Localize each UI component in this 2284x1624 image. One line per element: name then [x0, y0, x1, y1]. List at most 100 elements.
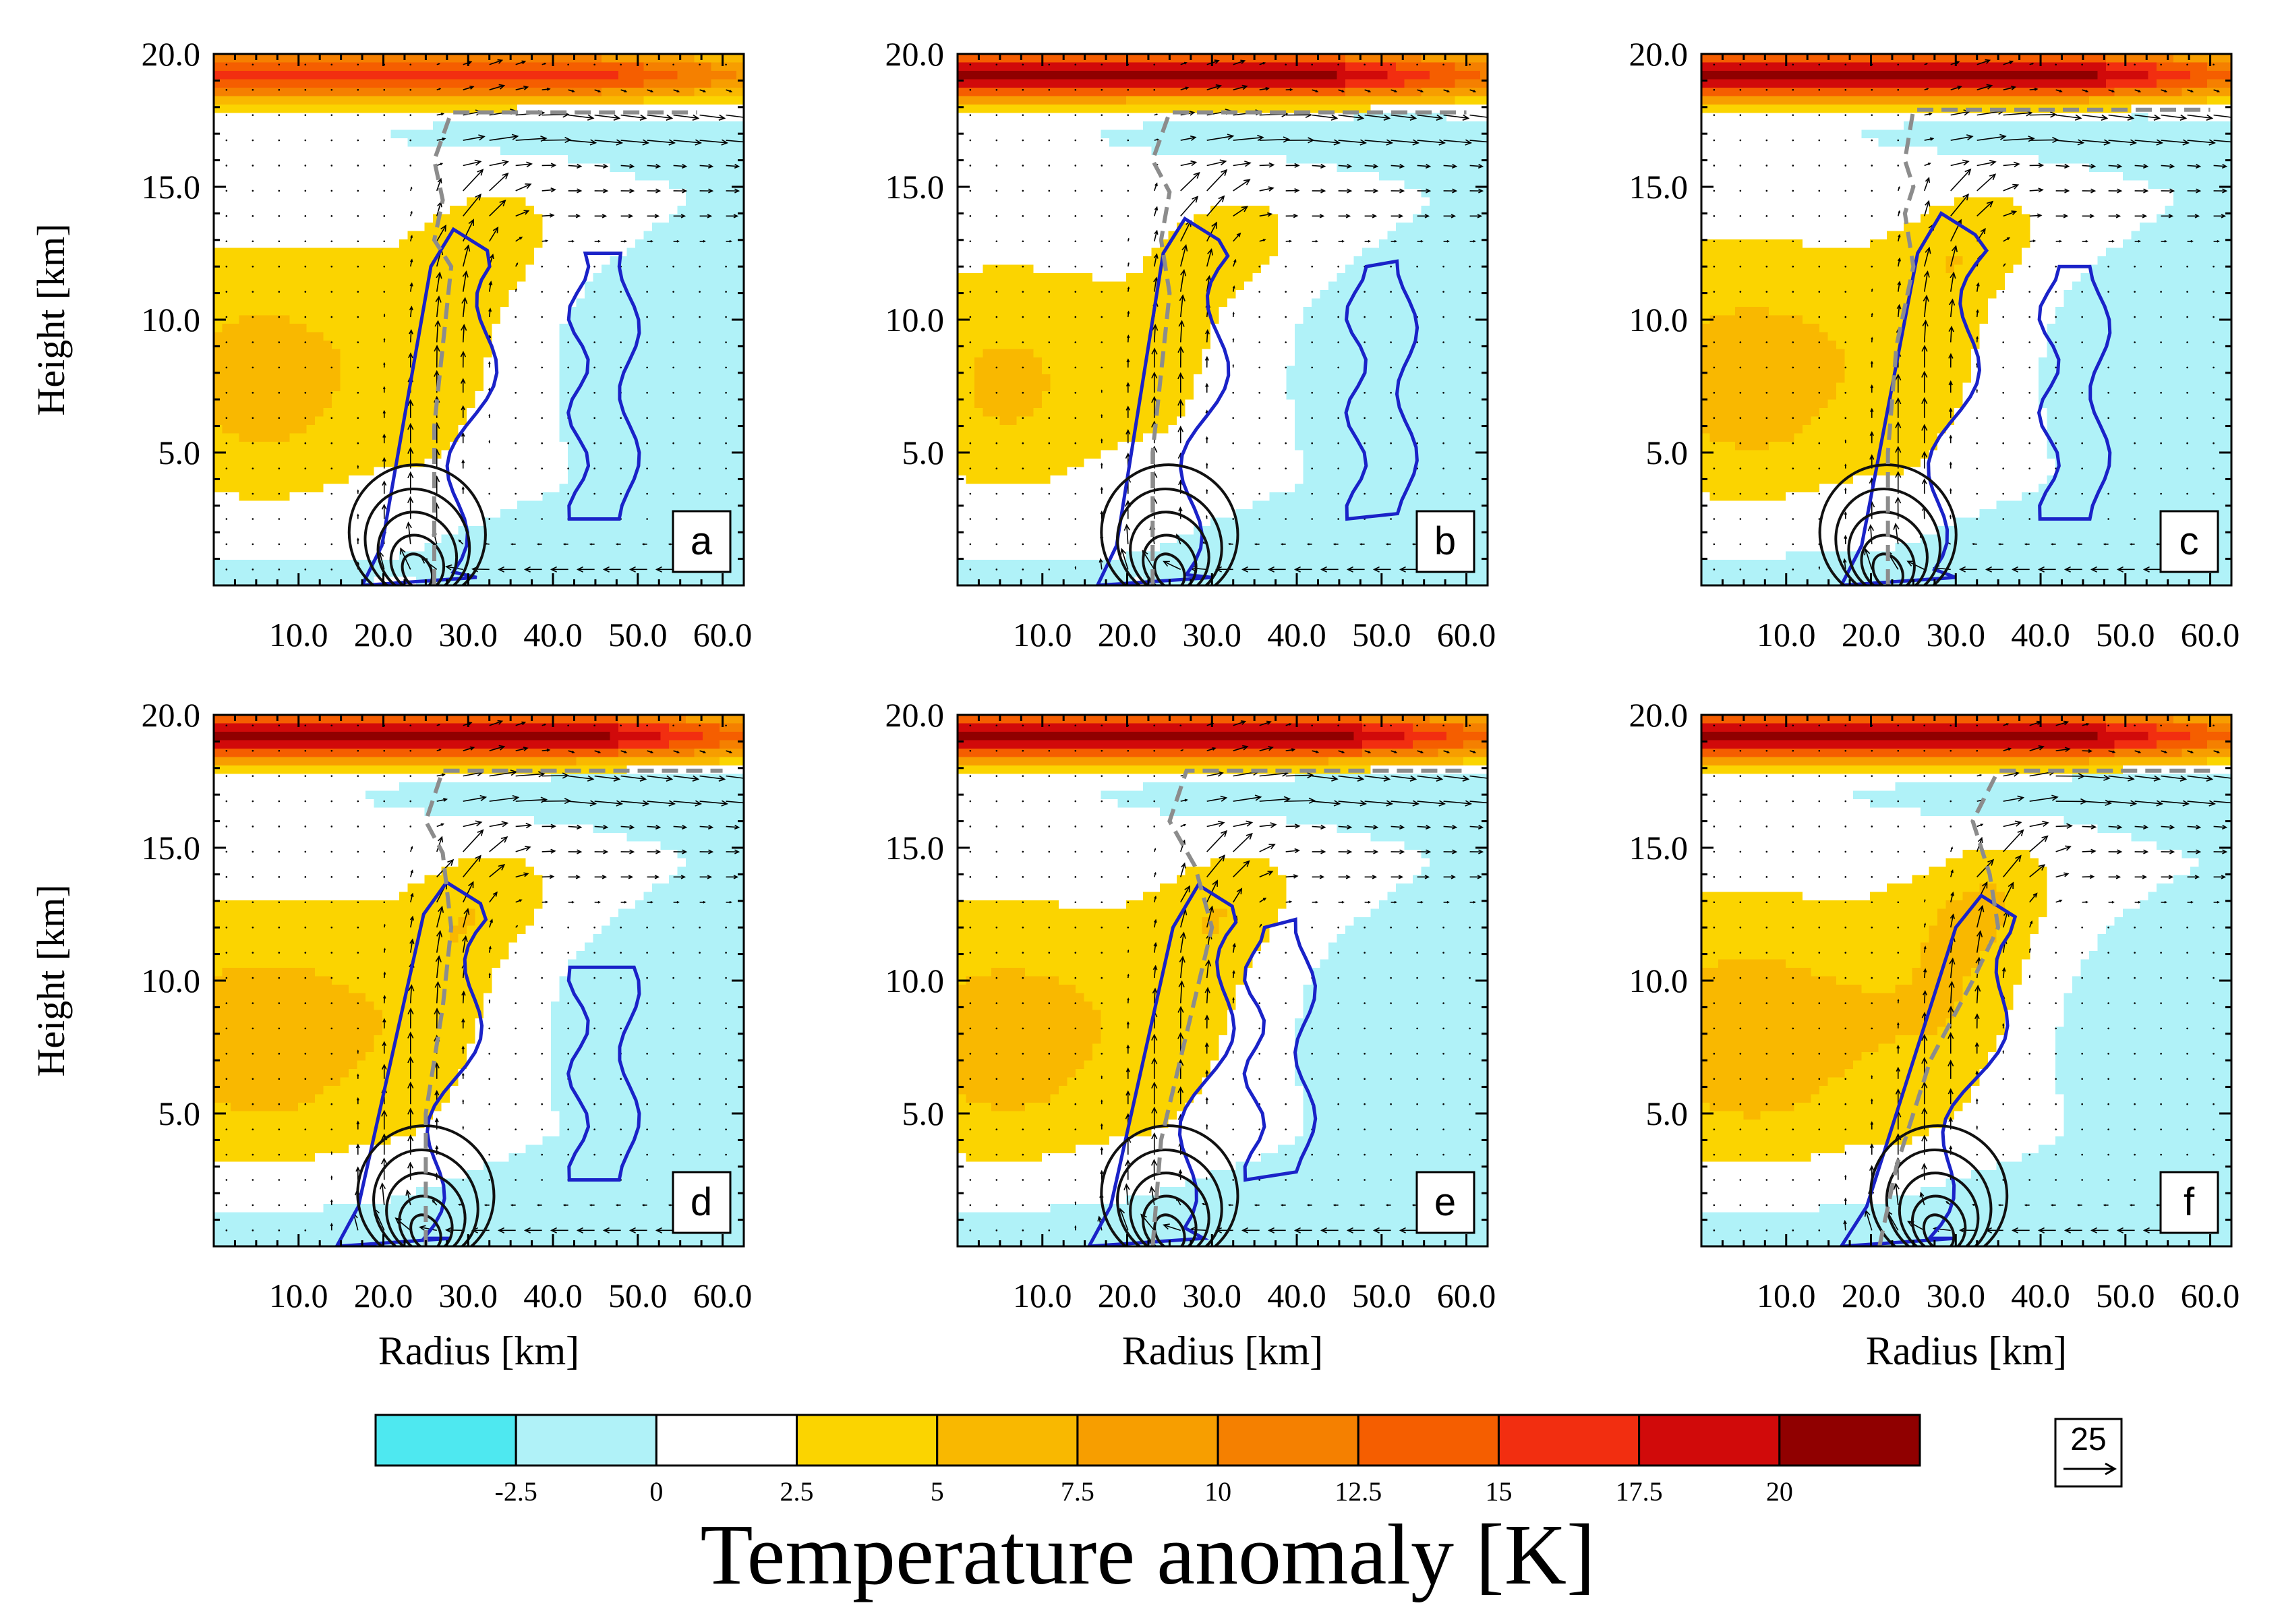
x-tick-label: 40.0 — [1267, 1277, 1326, 1314]
reference-vector-arrowhead — [2105, 1462, 2117, 1476]
x-tick-label: 50.0 — [2096, 1277, 2155, 1314]
inflow-contour-1 — [1116, 487, 1223, 585]
colorbar-tick-label: 7.5 — [1061, 1476, 1094, 1507]
inflow-contour-2 — [376, 511, 459, 585]
colorbar-swatch — [1076, 1414, 1219, 1467]
panel-plot-area — [214, 54, 744, 585]
y-tick-label: 15.0 — [1629, 168, 1689, 206]
x-tick-label: 30.0 — [439, 1277, 498, 1314]
y-tick-label: 10.0 — [1629, 962, 1689, 999]
ticks — [1700, 53, 2233, 587]
outer-band-contour — [2037, 264, 2112, 521]
x-tick-label: 50.0 — [2096, 616, 2155, 654]
inflow-contour-3 — [1142, 533, 1198, 585]
x-tick-label: 10.0 — [269, 1277, 328, 1314]
panel-letter-box — [2159, 510, 2219, 573]
panel-letter: b — [1434, 519, 1456, 563]
x-tick-label: 40.0 — [2011, 1277, 2070, 1314]
colorbar-tick-label: 17.5 — [1616, 1476, 1663, 1507]
y-tick-label: 5.0 — [902, 1095, 945, 1132]
inflow-contour-2 — [1847, 511, 1929, 585]
x-tick-label: 10.0 — [1757, 1277, 1816, 1314]
panel-c: 10.0 20.0 30.0 40.0 50.0 60.0 5.0 10.0 15.0 20.0 c — [1629, 35, 2240, 654]
rmw-dashed-line — [432, 110, 697, 585]
inflow-contours — [1869, 1124, 2009, 1246]
x-tick-label: 50.0 — [1352, 1277, 1411, 1314]
panel-plot-area — [1701, 54, 2231, 585]
panel-letter: d — [691, 1180, 712, 1224]
ticks — [956, 714, 1489, 1248]
y-tick-label: 20.0 — [142, 35, 201, 73]
temperature-anomaly-field — [1701, 54, 2231, 585]
x-tick-label: 60.0 — [1437, 616, 1496, 654]
x-tick-label: 20.0 — [1842, 616, 1901, 654]
ticks — [1700, 714, 2233, 1248]
eyewall-contour — [1095, 216, 1231, 585]
x-tick-label: 20.0 — [1098, 616, 1157, 654]
panel-plot-area — [958, 54, 1488, 585]
inflow-contour-4 — [1153, 552, 1186, 585]
y-tick-label: 5.0 — [158, 434, 201, 471]
colorbar-swatch — [1778, 1414, 1921, 1467]
reference-vector-box — [2054, 1418, 2123, 1488]
y-tick-label: 10.0 — [142, 962, 201, 999]
y-tick-label: 10.0 — [885, 962, 945, 999]
temperature-anomaly-field — [214, 715, 744, 1246]
x-tick-label: 10.0 — [1757, 616, 1816, 654]
ticks — [212, 714, 745, 1248]
x-tick-label: 20.0 — [354, 616, 413, 654]
eyewall-contour — [1087, 882, 1238, 1246]
colorbar-swatch — [1357, 1414, 1500, 1467]
y-tick-label: 15.0 — [142, 829, 201, 867]
colorbar-swatch — [1638, 1414, 1781, 1467]
x-axis-label: Radius [km] — [1866, 1329, 2067, 1373]
panel-letter: f — [2184, 1180, 2195, 1224]
inflow-contour-3 — [1142, 1194, 1198, 1246]
panel-letter-box — [1415, 1171, 1475, 1234]
inflow-contour-3 — [1860, 533, 1916, 585]
temperature-anomaly-field — [958, 54, 1488, 585]
panel-letter: c — [2179, 519, 2199, 563]
ticks — [956, 53, 1489, 587]
colorbar-tick-label: 10 — [1204, 1476, 1231, 1507]
rmw-dashed-line — [1885, 107, 2210, 585]
x-axis-label: Radius [km] — [1122, 1329, 1323, 1373]
y-tick-label: 5.0 — [1646, 1095, 1689, 1132]
x-tick-label: 30.0 — [1927, 616, 1986, 654]
colorbar-swatch — [936, 1414, 1079, 1467]
colorbar-swatch — [1217, 1414, 1359, 1467]
colorbar-swatch — [374, 1414, 517, 1467]
inflow-contour-0 — [1869, 1124, 2009, 1246]
colorbar-swatch — [1497, 1414, 1641, 1467]
inflow-contour-3 — [1910, 1194, 1967, 1246]
inflow-contour-2 — [385, 1171, 467, 1246]
y-axis-label: Height [km] — [29, 884, 73, 1076]
inflow-contour-4 — [1871, 552, 1904, 585]
panel-plot-area — [1701, 715, 2231, 1246]
x-tick-label: 10.0 — [1013, 1277, 1072, 1314]
x-tick-label: 20.0 — [354, 1277, 413, 1314]
colorbar-title: Temperature anomaly [K] — [700, 1507, 1595, 1602]
x-tick-label: 20.0 — [1842, 1277, 1901, 1314]
outer-band-contour — [566, 252, 641, 521]
panel-letter: e — [1434, 1180, 1456, 1224]
inflow-contour-1 — [1885, 1148, 1993, 1246]
inflow-contour-4 — [1922, 1213, 1956, 1246]
y-tick-label: 10.0 — [142, 301, 201, 339]
x-tick-label: 40.0 — [1267, 616, 1326, 654]
rmw-dashed-line — [1877, 768, 2210, 1246]
inflow-contour-0 — [1100, 463, 1239, 585]
rmw-dashed-line — [1150, 768, 1467, 1246]
colorbar-tick-label: 15 — [1485, 1476, 1512, 1507]
colorbar-tick-label: 5 — [931, 1476, 944, 1507]
reference-vector: 25 — [2054, 1418, 2123, 1488]
y-tick-label: 20.0 — [885, 35, 945, 73]
y-tick-label: 20.0 — [1629, 35, 1689, 73]
inflow-contour-4 — [409, 1213, 442, 1246]
inflow-contour-2 — [1129, 511, 1210, 585]
inflow-contour-1 — [363, 487, 471, 585]
panel-letter-box — [672, 1171, 732, 1234]
x-tick-label: 40.0 — [523, 616, 583, 654]
x-tick-label: 60.0 — [1437, 1277, 1496, 1314]
